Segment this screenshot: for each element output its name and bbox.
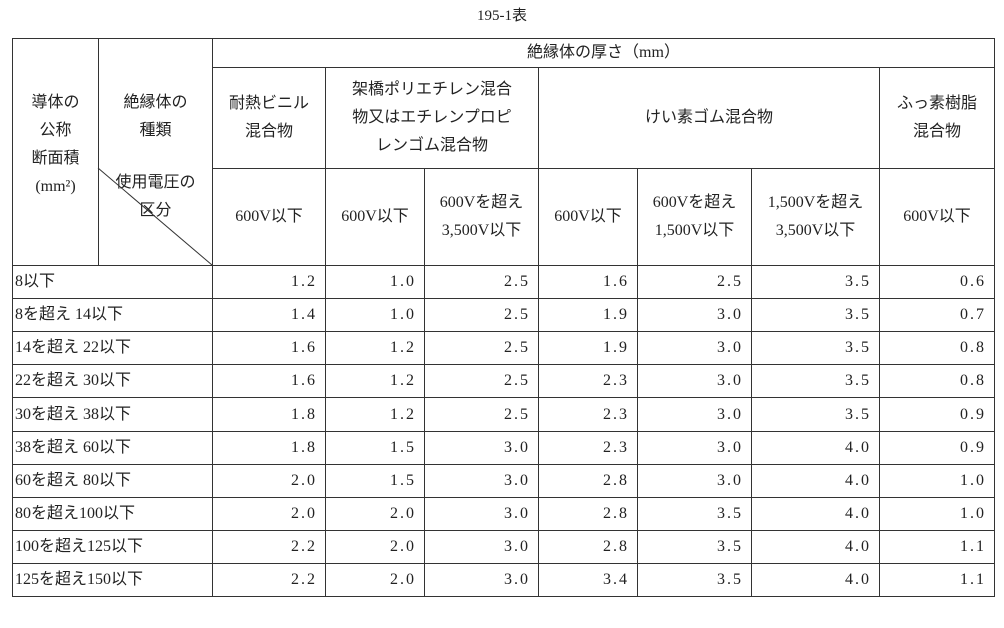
value-cell: 3.0 <box>637 364 752 398</box>
value-cell: 4.0 <box>751 464 880 498</box>
value-cell: 2.3 <box>538 431 638 465</box>
value-cell: 2.0 <box>325 563 425 597</box>
value-cell: 0.7 <box>879 298 995 332</box>
value-cell: 1.0 <box>325 298 425 332</box>
value-cell: 2.8 <box>538 497 638 531</box>
value-cell: 3.0 <box>424 497 539 531</box>
value-cell: 1.2 <box>325 331 425 365</box>
value-cell: 1.1 <box>879 563 995 597</box>
value-cell: 1.5 <box>325 464 425 498</box>
value-cell: 1.6 <box>212 331 326 365</box>
value-cell: 0.9 <box>879 397 995 432</box>
value-cell: 3.5 <box>751 364 880 398</box>
value-cell: 3.0 <box>637 298 752 332</box>
value-cell: 2.2 <box>212 563 326 597</box>
row-label: 22を超え 30以下 <box>12 364 213 398</box>
value-cell: 3.5 <box>637 563 752 597</box>
diagonal-line <box>97 167 213 266</box>
row-label: 125を超え150以下 <box>12 563 213 597</box>
value-cell: 1.2 <box>325 397 425 432</box>
insulator-kind: 絶縁体の 種類 <box>123 94 188 139</box>
value-cell: 4.0 <box>751 530 880 564</box>
value-cell: 3.5 <box>751 298 880 332</box>
voltage-class: 使用電圧の 区分 <box>115 174 196 219</box>
value-cell: 0.8 <box>879 364 995 398</box>
table-title: 195-1表 <box>477 8 527 24</box>
value-cell: 3.0 <box>637 397 752 432</box>
value-cell: 1.0 <box>879 464 995 498</box>
value-cell: 2.5 <box>424 265 539 299</box>
value-cell: 1.9 <box>538 298 638 332</box>
value-cell: 2.5 <box>637 265 752 299</box>
value-cell: 1.2 <box>212 265 326 299</box>
value-cell: 2.3 <box>538 397 638 432</box>
value-cell: 1.2 <box>325 364 425 398</box>
value-cell: 2.5 <box>424 364 539 398</box>
value-cell: 1.0 <box>325 265 425 299</box>
value-cell: 0.8 <box>879 331 995 365</box>
value-cell: 3.5 <box>751 397 880 432</box>
value-cell: 1.6 <box>212 364 326 398</box>
value-cell: 3.5 <box>637 497 752 531</box>
value-cell: 3.0 <box>637 464 752 498</box>
value-cell: 0.6 <box>879 265 995 299</box>
value-cell: 1.0 <box>879 497 995 531</box>
row-label: 8を超え 14以下 <box>12 298 213 332</box>
row-label: 100を超え125以下 <box>12 530 213 564</box>
value-cell: 4.0 <box>751 497 880 531</box>
value-cell: 2.0 <box>212 497 326 531</box>
value-cell: 2.5 <box>424 298 539 332</box>
value-cell: 0.9 <box>879 431 995 465</box>
value-cell: 1.8 <box>212 431 326 465</box>
value-cell: 2.0 <box>325 530 425 564</box>
value-cell: 3.0 <box>424 563 539 597</box>
value-cell: 3.0 <box>637 431 752 465</box>
value-cell: 3.0 <box>424 530 539 564</box>
row-label: 38を超え 60以下 <box>12 431 213 465</box>
value-cell: 1.9 <box>538 331 638 365</box>
row-label: 30を超え 38以下 <box>12 397 213 432</box>
row-label: 60を超え 80以下 <box>12 464 213 498</box>
value-cell: 4.0 <box>751 563 880 597</box>
value-cell: 2.5 <box>424 397 539 432</box>
value-cell: 3.5 <box>751 265 880 299</box>
row-label: 80を超え100以下 <box>12 497 213 531</box>
value-cell: 2.8 <box>538 530 638 564</box>
value-cell: 2.8 <box>538 464 638 498</box>
value-cell: 3.0 <box>424 431 539 465</box>
value-cell: 4.0 <box>751 431 880 465</box>
value-cell: 1.6 <box>538 265 638 299</box>
row-label: 14を超え 22以下 <box>12 331 213 365</box>
value-cell: 3.0 <box>637 331 752 365</box>
value-cell: 3.5 <box>751 331 880 365</box>
value-cell: 1.5 <box>325 431 425 465</box>
value-cell: 2.0 <box>212 464 326 498</box>
value-cell: 1.8 <box>212 397 326 432</box>
row-label: 8以下 <box>12 265 213 299</box>
value-cell: 2.2 <box>212 530 326 564</box>
material-header: ふっ素樹脂 混合物 <box>879 67 995 169</box>
value-cell: 2.5 <box>424 331 539 365</box>
value-cell: 2.3 <box>538 364 638 398</box>
value-cell: 2.0 <box>325 497 425 531</box>
value-cell: 1.1 <box>879 530 995 564</box>
value-cell: 1.4 <box>212 298 326 332</box>
value-cell: 3.0 <box>424 464 539 498</box>
value-cell: 3.4 <box>538 563 638 597</box>
value-cell: 3.5 <box>637 530 752 564</box>
